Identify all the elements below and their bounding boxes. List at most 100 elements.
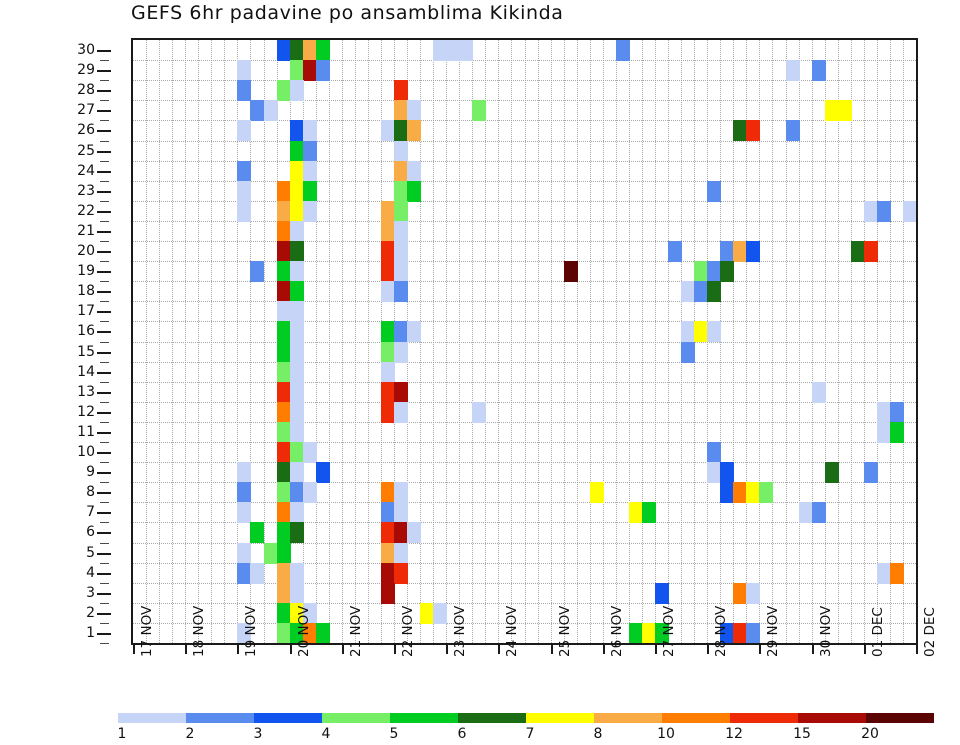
heatmap-cell [276, 80, 291, 102]
heatmap-cell [394, 241, 408, 262]
heatmap-cell [250, 261, 265, 283]
precipitation-colorbar: 1 2 3 4 5 6 7 8 10 12 15 20 [118, 713, 934, 742]
heatmap-cell [302, 60, 317, 82]
x-axis-label: 17 NOV [139, 605, 155, 657]
y-axis-minor-tick [100, 281, 109, 283]
heatmap-cell [315, 40, 330, 61]
heatmap-cell [407, 120, 422, 142]
x-axis-tick [863, 645, 866, 654]
heatmap-cell [863, 241, 878, 262]
heatmap-cell [276, 341, 291, 363]
colorbar-tick-label: 15 [793, 726, 811, 742]
y-axis-label: 4 [86, 564, 95, 581]
heatmap-cell [733, 120, 748, 142]
colorbar-tick-label: 6 [457, 726, 467, 742]
heatmap-cell [289, 381, 304, 403]
heatmap-cell [289, 321, 304, 343]
colorbar-segment [798, 713, 866, 723]
y-axis-tick [97, 431, 111, 434]
heatmap-cell [276, 180, 291, 202]
heatmap-cell [302, 482, 317, 504]
heatmap-cell [707, 462, 722, 484]
heatmap-cell [380, 281, 395, 303]
y-axis-label: 14 [77, 363, 95, 380]
y-axis-tick [97, 612, 111, 615]
heatmap-cell [380, 241, 395, 262]
y-axis-tick [97, 492, 111, 495]
heatmap-cell [289, 522, 304, 544]
grid-row-line [133, 522, 916, 524]
x-axis-tick [602, 645, 605, 654]
x-axis: 17 NOV 18 NOV 19 NOV 20 NOV 21 NOV 22 NOV 23 N… [131, 606, 938, 745]
heatmap-cell [707, 321, 722, 343]
colorbar-segment [594, 713, 662, 723]
y-axis: 1 2 3 4 5 6 7 8 9 10 11 12 13 14 15 16 17 18 19 20 21 22 23 24 2… [0, 38, 131, 645]
y-axis-minor-tick [100, 80, 109, 82]
x-axis-label: 19 NOV [243, 605, 260, 657]
heatmap-cell [394, 482, 408, 504]
colorbar-tick-label: 10 [657, 726, 675, 742]
heatmap-cell [837, 100, 852, 122]
y-axis-tick [97, 391, 111, 394]
heatmap-cell [876, 401, 891, 423]
grid-row-line [133, 341, 916, 343]
y-axis-label: 10 [77, 444, 95, 461]
grid-row-line [133, 60, 916, 62]
heatmap-cell [302, 40, 317, 61]
heatmap-cell [746, 241, 761, 262]
heatmap-cell [302, 442, 317, 463]
grid-row-line [133, 120, 916, 122]
heatmap-cell [733, 622, 748, 643]
heatmap-cell [237, 200, 252, 222]
heatmap-cell [289, 241, 304, 262]
heatmap-cell [380, 261, 395, 283]
x-axis-tick [446, 645, 449, 654]
heatmap-cell [289, 341, 304, 363]
y-axis-tick [97, 552, 111, 555]
y-axis-label: 3 [86, 584, 95, 601]
heatmap-cell [237, 622, 252, 643]
heatmap-cell [407, 180, 422, 202]
y-axis-tick [97, 371, 111, 374]
heatmap-cell [433, 40, 448, 61]
heatmap-cell [407, 100, 422, 122]
y-axis-tick [97, 311, 111, 314]
heatmap-cell [289, 80, 304, 102]
y-axis-label: 1 [86, 624, 95, 641]
heatmap-cell [276, 241, 291, 262]
colorbar-tick-label: 4 [321, 726, 331, 742]
heatmap-cell [746, 120, 761, 142]
y-axis-tick [97, 351, 111, 354]
grid-row-line [133, 80, 916, 82]
heatmap-cell [276, 462, 291, 484]
heatmap-cell [889, 562, 904, 584]
heatmap-cell [824, 100, 839, 122]
x-axis-label: 01 DEC [869, 607, 886, 657]
heatmap-cell [615, 40, 630, 61]
heatmap-cell [263, 542, 278, 564]
heatmap-cell [628, 502, 643, 524]
x-axis-tick [289, 645, 292, 654]
y-axis-label: 27 [77, 102, 95, 119]
y-axis-minor-tick [100, 401, 109, 403]
heatmap-cell [380, 502, 395, 524]
heatmap-cell [289, 502, 304, 524]
y-axis-minor-tick [100, 140, 109, 142]
heatmap-cell [380, 542, 395, 564]
y-axis-tick [97, 230, 111, 233]
heatmap-cell [472, 401, 487, 423]
y-axis-label: 20 [77, 243, 95, 260]
heatmap-cell [902, 200, 916, 222]
heatmap-cell [276, 622, 291, 643]
heatmap-cell [707, 442, 722, 463]
x-axis-tick [498, 645, 501, 654]
y-axis-label: 2 [86, 604, 95, 621]
heatmap-cell [394, 80, 408, 102]
page-title: GEFS 6hr padavine po ansamblima Kikinda [131, 2, 564, 24]
grid-row-line [133, 140, 916, 142]
y-axis-label: 9 [86, 464, 95, 481]
heatmap-cell [289, 301, 304, 323]
x-axis-label: 26 NOV [608, 605, 625, 657]
colorbar-segment [730, 713, 798, 723]
grid-row-line [133, 401, 916, 403]
